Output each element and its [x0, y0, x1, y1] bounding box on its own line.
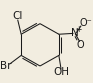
Text: Br: Br	[0, 61, 11, 71]
Text: OH: OH	[53, 67, 69, 77]
Text: O⁻: O⁻	[79, 18, 92, 28]
Text: N: N	[71, 28, 79, 38]
Text: O: O	[77, 40, 84, 50]
Text: +: +	[75, 25, 82, 34]
Text: Cl: Cl	[12, 11, 23, 21]
